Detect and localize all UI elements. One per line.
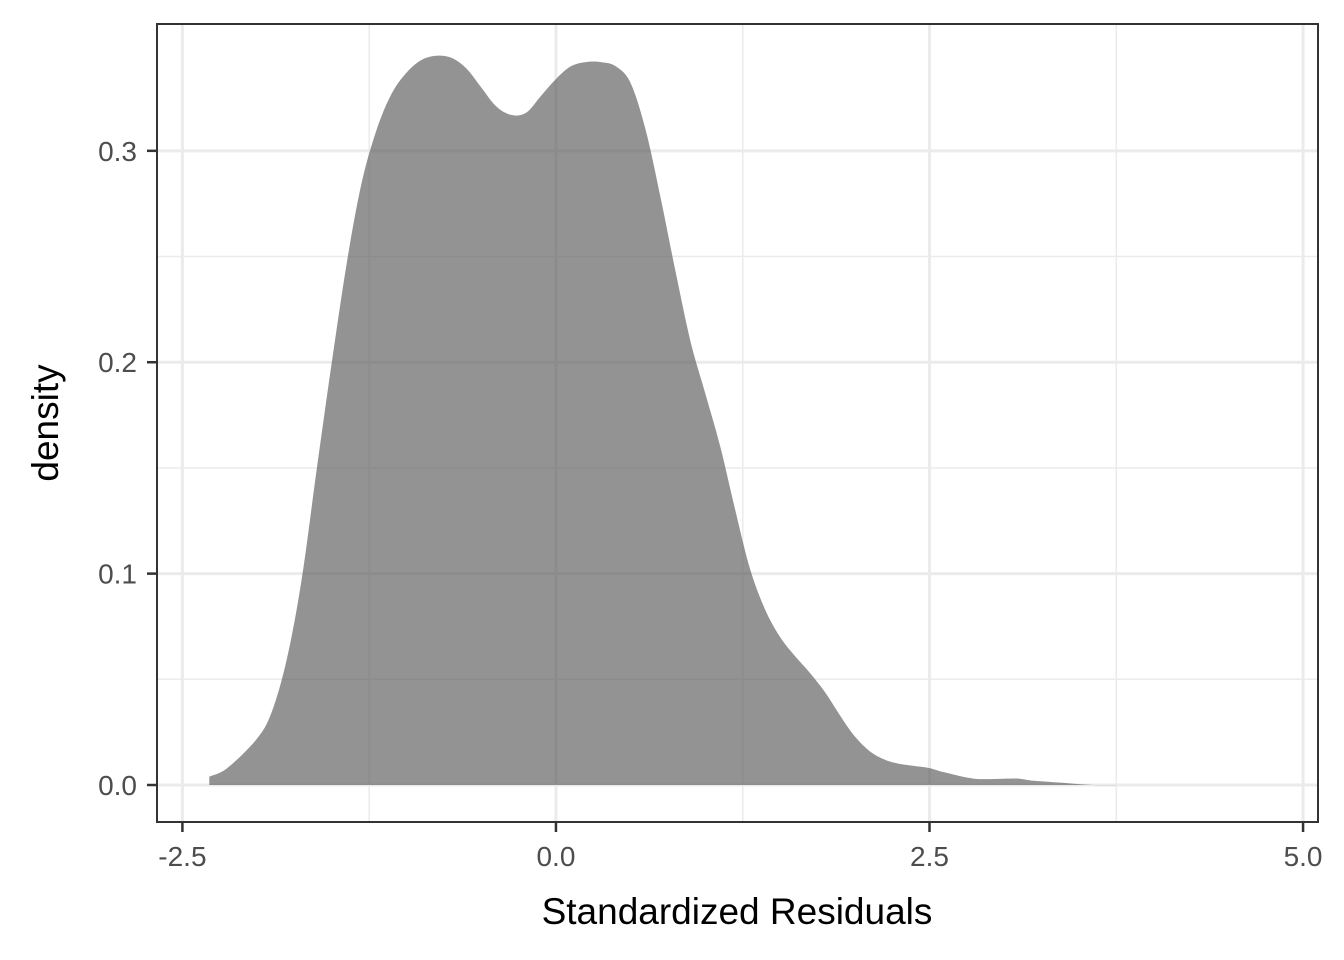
y-tick-label: 0.2	[98, 347, 137, 378]
x-axis-title: Standardized Residuals	[542, 891, 933, 932]
y-tick-label: 0.3	[98, 136, 137, 167]
x-tick-label: 5.0	[1284, 841, 1323, 872]
panel-border	[156, 23, 1319, 823]
x-tick-label: -2.5	[158, 841, 206, 872]
density-area-layer	[209, 55, 1274, 786]
y-tick-label: 0.0	[98, 770, 137, 801]
x-tick-label: 2.5	[910, 841, 949, 872]
y-axis-title: density	[25, 364, 66, 482]
x-tick-label: 0.0	[536, 841, 575, 872]
axis-ticks: -2.5 0.0 2.5 5.0 0.0 0.1 0.2 0.3	[98, 136, 1322, 872]
y-tick-label: 0.1	[98, 559, 137, 590]
density-area	[209, 55, 1274, 786]
